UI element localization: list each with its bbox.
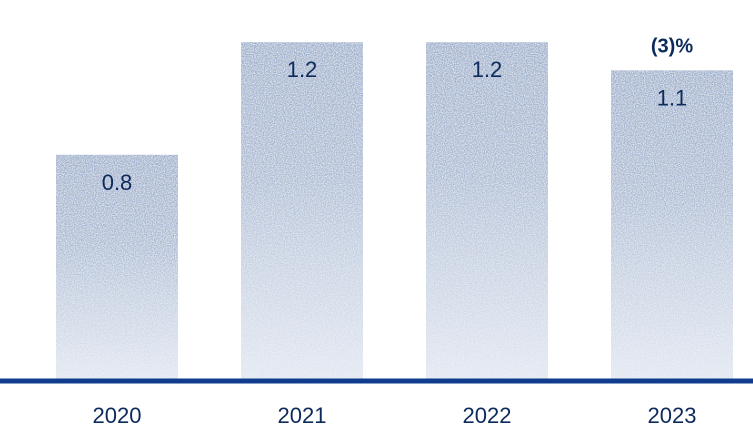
data-label-2022: 1.2 <box>472 57 503 82</box>
x-tick-label-2021: 2021 <box>278 403 327 428</box>
change-annotation-2023: (3)% <box>651 35 693 57</box>
data-label-2021: 1.2 <box>287 57 318 82</box>
x-tick-labels: 2020 2021 2022 2023 <box>93 403 697 428</box>
bars-layer <box>56 42 733 381</box>
bar-2022 <box>426 42 548 380</box>
data-label-2020: 0.8 <box>102 170 133 195</box>
x-tick-label-2022: 2022 <box>463 403 512 428</box>
data-label-2023: 1.1 <box>657 85 688 110</box>
x-tick-label-2020: 2020 <box>93 403 142 428</box>
bar-2023 <box>611 70 733 381</box>
labels-layer: 0.8 1.2 1.2 1.1 (3)% <box>102 35 694 194</box>
x-tick-label-2023: 2023 <box>648 403 697 428</box>
bar-2020 <box>56 154 178 380</box>
bar-2021 <box>241 42 363 380</box>
